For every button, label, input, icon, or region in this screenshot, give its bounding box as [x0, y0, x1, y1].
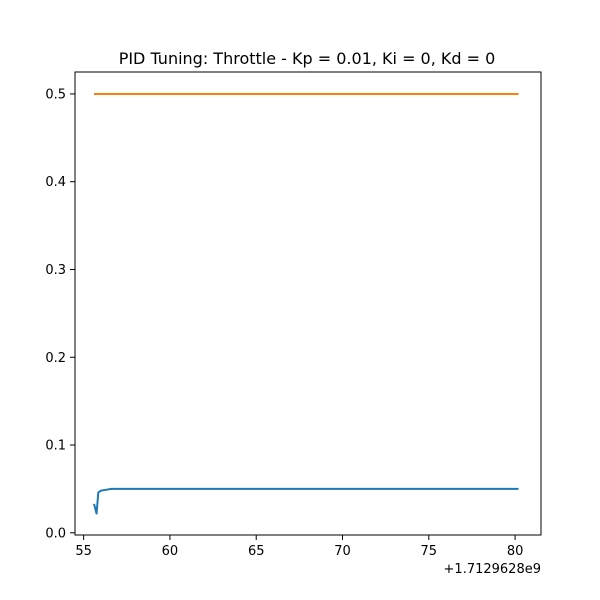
series-layer: [93, 92, 519, 515]
x-tick-label: 75: [421, 544, 438, 559]
series-line-1: [93, 487, 519, 515]
x-tick-label: 65: [248, 544, 265, 559]
y-axis: 0.0 0.1 0.2 0.3 0.4 0.5: [45, 87, 75, 541]
y-tick-label: 0.4: [45, 175, 66, 190]
plot-area-frame: [74, 71, 542, 536]
x-tick-label: 80: [507, 544, 524, 559]
x-axis: 55 60 65 70 75 80: [75, 535, 523, 559]
y-tick-label: 0.0: [45, 526, 66, 541]
x-tick-label: 55: [75, 544, 92, 559]
chart-title: PID Tuning: Throttle - Kp = 0.01, Ki = 0…: [119, 49, 496, 68]
y-tick-label: 0.3: [45, 263, 66, 278]
y-tick-label: 0.1: [45, 439, 66, 454]
x-tick-label: 70: [334, 544, 351, 559]
x-axis-offset-label: +1.7129628e9: [444, 562, 541, 577]
y-tick-label: 0.2: [45, 351, 66, 366]
x-tick-label: 60: [162, 544, 179, 559]
y-tick-label: 0.5: [45, 87, 66, 102]
